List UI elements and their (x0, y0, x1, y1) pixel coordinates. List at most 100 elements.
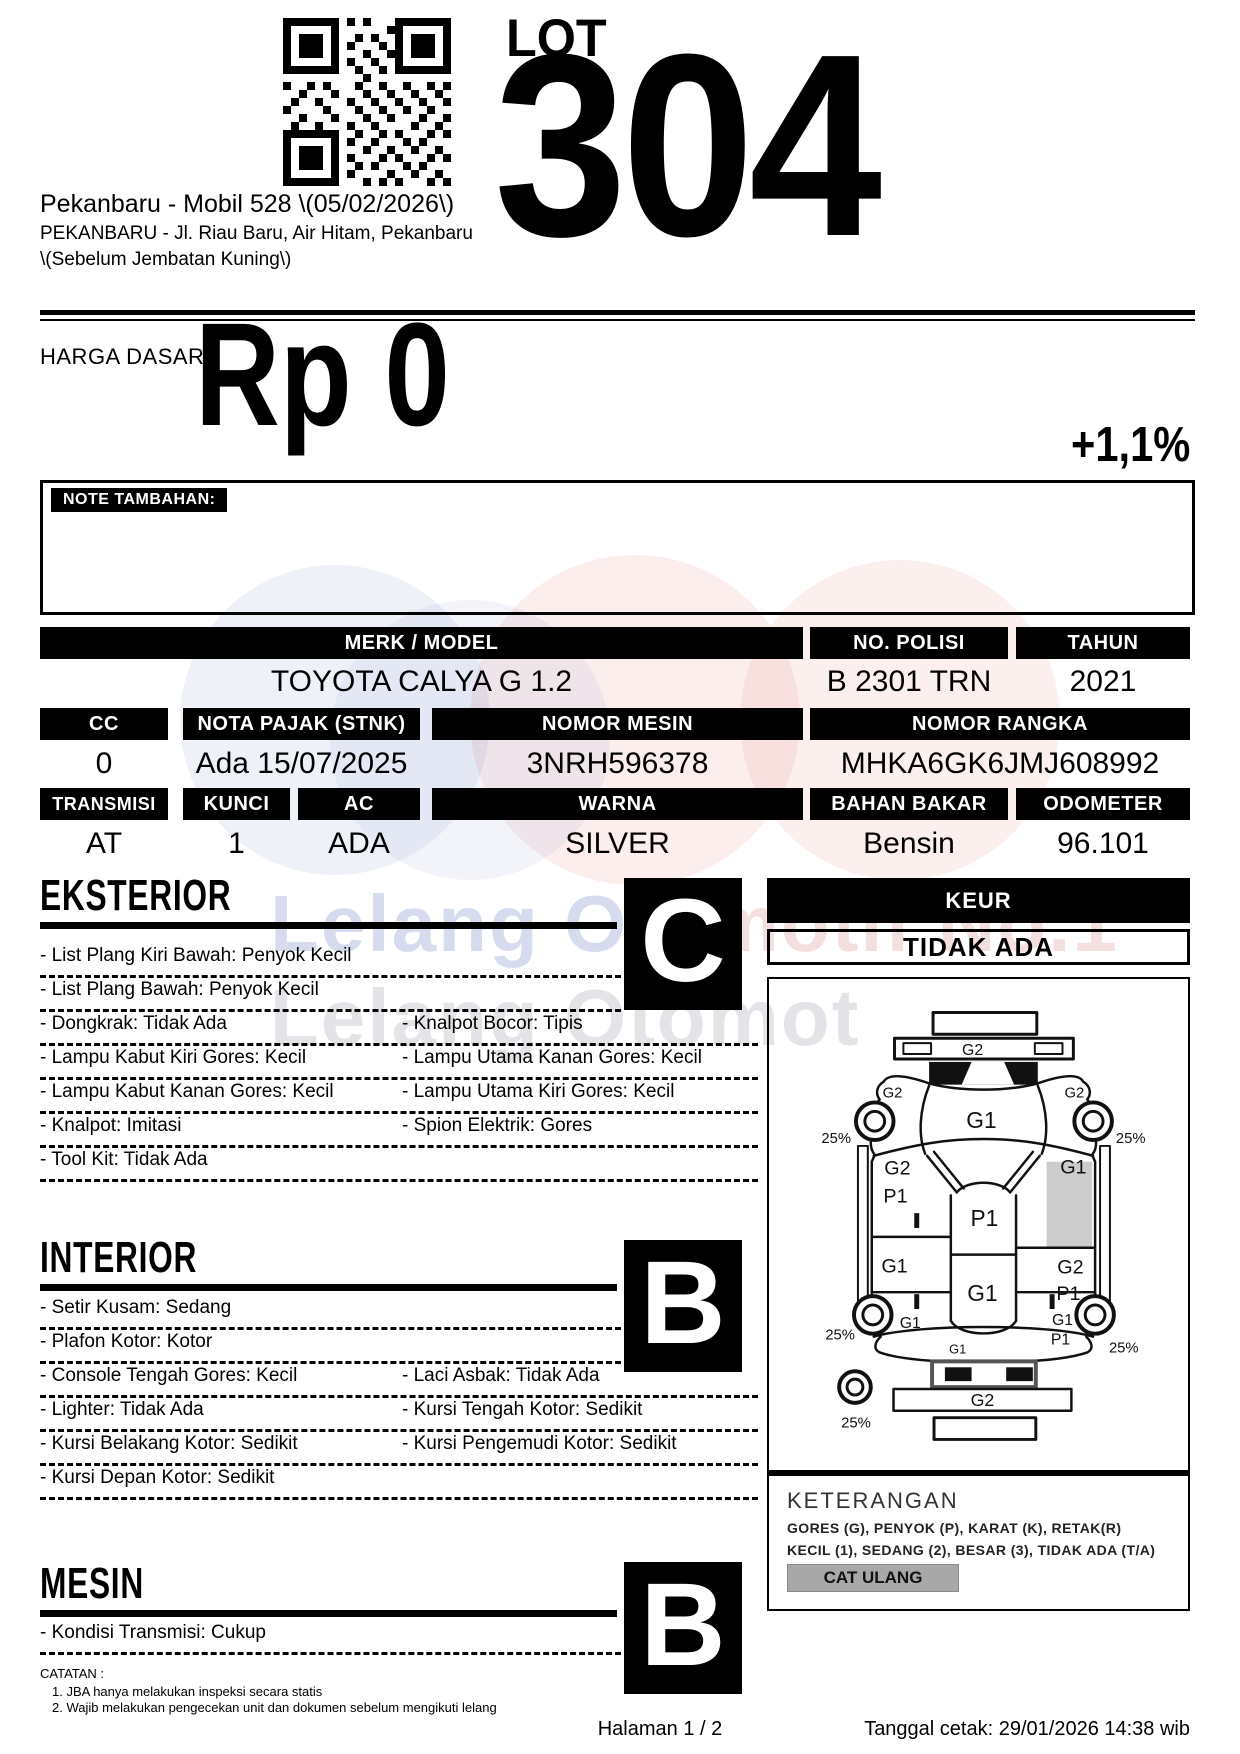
keur-value: TIDAK ADA (767, 929, 1190, 965)
divider-thin (40, 319, 1195, 321)
value-ac: ADA (328, 827, 390, 860)
keterangan-title: KETERANGAN (787, 1488, 959, 1513)
grade-mesin: B (624, 1562, 742, 1694)
diagram-label-percent-rear-left: 25% (821, 1131, 851, 1147)
value-cc: 0 (95, 747, 113, 780)
eksterior-row: - Knalpot: Imitasi - Spion Elektrik: Gore… (40, 1114, 758, 1148)
eksterior-row: - List Plang Kiri Bawah: Penyok Kecil (40, 944, 621, 978)
item-text: - Knalpot: Imitasi (40, 1115, 182, 1136)
diagram-label-front-bumper: G2 (971, 1390, 995, 1410)
value-kunci: 1 (228, 827, 245, 860)
watermark-line2: Lelang Otomot (270, 973, 861, 1062)
section-title-interior: INTERIOR (40, 1233, 198, 1282)
diagram-label-front-center: G1 (949, 1341, 966, 1356)
header-bahan-bakar: BAHAN BAKAR (810, 788, 1008, 820)
grade-eksterior: C (624, 878, 742, 1010)
item-text: - Lampu Kabut Kanan Gores: Kecil (40, 1081, 334, 1102)
interior-row: - Plafon Kotor: Kotor (40, 1330, 621, 1364)
value-bahan-bakar: Bensin (863, 827, 955, 860)
diagram-label-percent-spare: 25% (841, 1416, 871, 1432)
keterangan-box: KETERANGAN GORES (G), PENYOK (P), KARAT … (767, 1472, 1190, 1611)
price-adjustment: +1,1% (1070, 418, 1190, 472)
section-title-eksterior: EKSTERIOR (40, 871, 232, 920)
car-damage-diagram: G2 G2 G2 G1 25% 25% G2 P1 G1 P1 G1 G2 P1… (767, 977, 1190, 1472)
header-nomor-rangka: NOMOR RANGKA (810, 708, 1190, 740)
catatan-title: CATATAN : (40, 1666, 105, 1681)
item-text: - List Plang Bawah: Penyok Kecil (40, 979, 319, 1000)
header-warna: WARNA (432, 788, 803, 820)
item-text: - Spion Elektrik: Gores (402, 1115, 593, 1136)
base-price-value: Rp 0 (195, 293, 450, 457)
item-text: - Knalpot Bocor: Tipis (402, 1013, 583, 1034)
diagram-label-roof: P1 (971, 1205, 999, 1231)
value-transmisi: AT (85, 827, 123, 860)
header-merk-model: MERK / MODEL (40, 627, 803, 659)
diagram-label-right-door-top: G1 (1060, 1157, 1086, 1179)
diagram-label-front-left: G1 (900, 1315, 921, 1332)
interior-row: - Setir Kusam: Sedang (40, 1296, 621, 1330)
diagram-label-rear-right-fender: G2 (1064, 1086, 1084, 1102)
keterangan-legend1: GORES (G), PENYOK (P), KARAT (K), RETAK(… (787, 1520, 1122, 1536)
mesin-row: - Kondisi Transmisi: Cukup (40, 1621, 621, 1655)
value-odometer: 96.101 (1057, 827, 1149, 860)
item-text: - Laci Asbak: Tidak Ada (402, 1365, 600, 1386)
diagram-label-front-right: G1 (1052, 1312, 1073, 1329)
header-transmisi: TRANSMISI (40, 788, 168, 820)
diagram-label-left-door-top2: P1 (883, 1185, 907, 1207)
qr-code (283, 18, 451, 186)
value-tahun: 2021 (1069, 665, 1137, 698)
eksterior-row: - Tool Kit: Tidak Ada (40, 1148, 758, 1182)
diagram-label-left-door-top: G2 (884, 1158, 910, 1180)
diagram-label-percent-front-right: 25% (1109, 1340, 1139, 1356)
eksterior-row: - Lampu Kabut Kanan Gores: Kecil - Lampu … (40, 1080, 758, 1114)
header-no-polisi: NO. POLISI (810, 627, 1008, 659)
item-text: - Lampu Kabut Kiri Gores: Kecil (40, 1047, 307, 1068)
auction-address2: \(Sebelum Jembatan Kuning\) (40, 249, 292, 270)
item-text: - Dongkrak: Tidak Ada (40, 1013, 227, 1034)
divider-thick (40, 310, 1195, 315)
header-cc: CC (40, 708, 168, 740)
section-underline (40, 922, 617, 929)
lot-number: 304 (494, 1, 882, 291)
section-underline (40, 1610, 617, 1617)
grade-interior: B (624, 1240, 742, 1372)
cat-ulang-badge: CAT ULANG (787, 1564, 959, 1592)
diagram-label-rear-bumper: G2 (962, 1042, 983, 1059)
base-price-label: HARGA DASAR : (40, 344, 218, 369)
header-nota-pajak: NOTA PAJAK (STNK) (183, 708, 420, 740)
section-underline (40, 1284, 617, 1291)
page-number: Halaman 1 / 2 (597, 1718, 723, 1740)
interior-row: - Kursi Depan Kotor: Sedikit (40, 1466, 758, 1500)
catatan-item: 2. Wajib melakukan pengecekan unit dan d… (52, 1700, 497, 1715)
item-text: - Setir Kusam: Sedang (40, 1297, 232, 1318)
header-nomor-mesin: NOMOR MESIN (432, 708, 803, 740)
header-odometer: ODOMETER (1016, 788, 1190, 820)
eksterior-row: - Lampu Kabut Kiri Gores: Kecil - Lampu U… (40, 1046, 758, 1080)
item-text: - Plafon Kotor: Kotor (40, 1331, 213, 1352)
interior-row: - Lighter: Tidak Ada - Kursi Tengah Kotor… (40, 1398, 758, 1432)
item-text: - Console Tengah Gores: Kecil (40, 1365, 298, 1386)
auction-address: PEKANBARU - Jl. Riau Baru, Air Hitam, Pe… (40, 223, 473, 244)
note-label: NOTE TAMBAHAN: (51, 488, 228, 512)
item-text: - Kursi Pengemudi Kotor: Sedikit (402, 1433, 677, 1454)
header-tahun: TAHUN (1016, 627, 1190, 659)
lot-label: LOT (506, 9, 607, 68)
catatan-item: 1. JBA hanya melakukan inspeksi secara s… (52, 1684, 323, 1699)
eksterior-row: - List Plang Bawah: Penyok Kecil (40, 978, 621, 1012)
diagram-label-trunk: G1 (966, 1107, 996, 1133)
value-warna: SILVER (565, 827, 670, 860)
note-box: NOTE TAMBAHAN: (40, 480, 1195, 615)
diagram-label-percent-front-left: 25% (825, 1328, 855, 1344)
item-text: - Kursi Belakang Kotor: Sedikit (40, 1433, 298, 1454)
keterangan-legend2: KECIL (1), SEDANG (2), BESAR (3), TIDAK … (787, 1542, 1156, 1558)
value-nomor-rangka: MHKA6GK6JMJ608992 (840, 747, 1160, 780)
value-merk-model: TOYOTA CALYA G 1.2 (270, 665, 573, 698)
header-kunci: KUNCI (183, 788, 290, 820)
diagram-label-front-right2: P1 (1051, 1332, 1071, 1349)
section-title-mesin: MESIN (40, 1559, 144, 1608)
interior-row: - Console Tengah Gores: Kecil - Laci Asba… (40, 1364, 758, 1398)
diagram-label-right-door-mid: G2 (1057, 1256, 1083, 1278)
item-text: - Kursi Depan Kotor: Sedikit (40, 1467, 275, 1488)
item-text: - Kursi Tengah Kotor: Sedikit (402, 1399, 643, 1420)
